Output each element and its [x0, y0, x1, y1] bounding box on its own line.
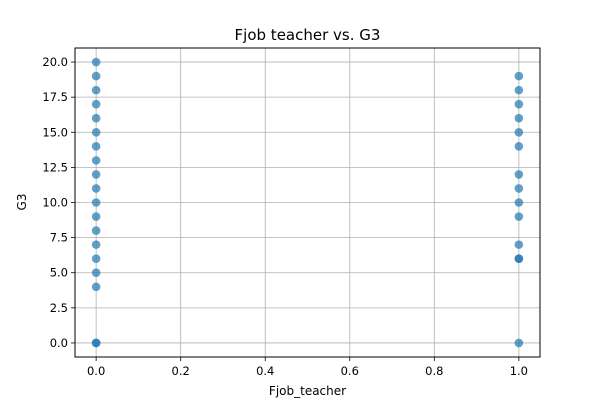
y-tick-label: 2.5 — [50, 301, 68, 315]
data-point — [514, 127, 524, 137]
y-tick-label: 0.0 — [50, 336, 68, 350]
data-point — [91, 71, 101, 81]
data-point — [514, 240, 524, 249]
y-tick-label: 7.5 — [50, 231, 68, 245]
y-tick-label: 17.5 — [42, 90, 68, 104]
chart-title: Fjob teacher vs. G3 — [235, 26, 381, 44]
x-tick-label: 0.2 — [172, 364, 190, 378]
data-point — [514, 142, 524, 151]
x-tick-label: 0.0 — [87, 364, 105, 378]
data-point — [91, 268, 101, 278]
data-point — [514, 254, 524, 263]
data-point — [91, 212, 101, 221]
y-axis-label: G3 — [15, 194, 29, 211]
data-point — [91, 127, 101, 137]
x-axis-label: Fjob_teacher — [269, 384, 346, 398]
y-tick-label: 10.0 — [42, 196, 68, 210]
x-tick-label: 0.8 — [425, 364, 443, 378]
data-point — [514, 212, 524, 221]
data-point — [91, 254, 101, 263]
data-point — [91, 338, 101, 348]
y-tick-label: 12.5 — [42, 160, 68, 174]
data-point — [91, 282, 101, 292]
x-axis-ticks: 0.0 0.2 0.4 0.6 0.8 1.0 — [87, 357, 528, 378]
data-point — [91, 184, 101, 193]
data-point — [514, 338, 524, 348]
data-point — [91, 99, 101, 109]
data-point — [514, 198, 524, 207]
x-tick-label: 0.4 — [256, 364, 274, 378]
data-point — [91, 240, 101, 249]
data-point — [514, 170, 524, 179]
data-point — [514, 184, 524, 193]
data-point — [91, 113, 101, 123]
data-point — [91, 170, 101, 179]
x-tick-label: 1.0 — [510, 364, 528, 378]
data-point — [514, 85, 524, 95]
data-points — [91, 57, 524, 348]
x-tick-label: 0.6 — [341, 364, 359, 378]
y-tick-label: 20.0 — [42, 55, 68, 69]
data-point — [91, 226, 101, 235]
y-axis-ticks: 0.0 2.5 5.0 7.5 10.0 12.5 15.0 17.5 20.0 — [42, 55, 75, 350]
data-point — [514, 71, 524, 81]
data-point — [91, 57, 101, 67]
y-tick-label: 5.0 — [50, 266, 68, 280]
y-tick-label: 15.0 — [42, 125, 68, 139]
data-point — [91, 198, 101, 207]
data-point — [91, 85, 101, 95]
data-point — [514, 99, 524, 109]
data-point — [91, 142, 101, 151]
data-point — [91, 156, 101, 165]
data-point — [514, 113, 524, 123]
